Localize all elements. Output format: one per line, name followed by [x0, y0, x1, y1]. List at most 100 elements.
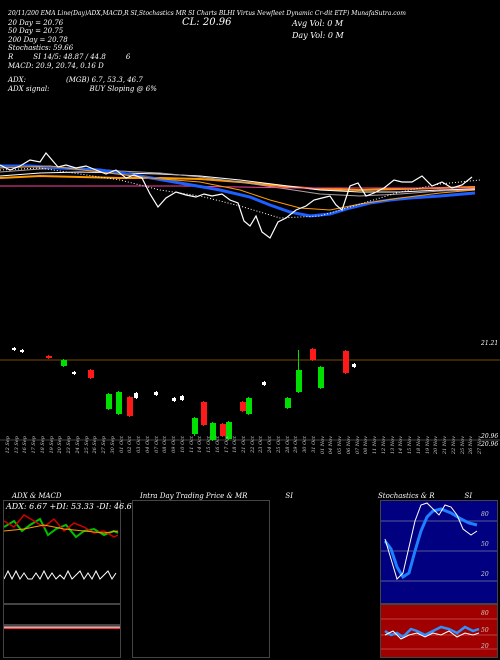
stochastics-title: Stochastics & R SI: [378, 492, 473, 500]
intraday-panel: [132, 500, 270, 658]
price-dotted-line: [0, 167, 481, 219]
stochastics-panel: 80 50 20: [380, 500, 498, 604]
date-label: 17 Oct: [223, 436, 230, 453]
candle-body: [106, 394, 112, 409]
date-label: 16 Oct: [214, 436, 221, 453]
adx-panel: ADX: 6.67 +DI: 53.33 -DI: 46.67: [3, 500, 137, 604]
adx-label: ADX: (MGB) 6.7, 53.3, 46.7: [8, 76, 143, 85]
date-label: 22 Oct: [249, 436, 256, 453]
candle-body: [246, 398, 252, 414]
stochastics-label: Stochastics: 59.66: [8, 44, 74, 53]
date-label: 18 Oct: [232, 436, 239, 453]
indicator-readout: 20/11/200 EMA Line(Day)ADX,MACD,R SI,Sto…: [8, 10, 406, 93]
close-price: CL: 20.96: [182, 17, 232, 28]
date-label: 08 Nov: [363, 436, 370, 455]
date-label: 18 Nov: [415, 436, 422, 455]
date-label: 16 Sep: [22, 436, 29, 454]
date-label: 01 Oct: [118, 436, 125, 453]
price-axis-mid2: 20.96: [481, 441, 499, 448]
date-label: 24 Sep: [74, 436, 81, 454]
intraday-title: Intra Day Trading Price & MR SI: [140, 492, 293, 500]
date-label: 01 Nov: [319, 436, 326, 455]
date-label: 27 Sep: [101, 436, 108, 454]
date-label: 21 Nov: [442, 436, 449, 455]
date-label: 19 Sep: [48, 436, 55, 454]
candle-body: [285, 398, 291, 408]
candle-body: [310, 349, 316, 360]
candle-body: [240, 402, 246, 411]
date-label: 03 Oct: [136, 436, 143, 453]
date-label: 15 Oct: [206, 436, 213, 453]
stoch-tick-80: 80: [481, 511, 489, 518]
date-label: 14 Oct: [197, 436, 204, 453]
price-axis-mid1: 20.96: [481, 433, 499, 440]
header-line: 20/11/200 EMA Line(Day)ADX,MACD,R SI,Sto…: [8, 10, 406, 17]
rsi-mfi-line: [384, 630, 480, 640]
date-label: 07 Oct: [153, 436, 160, 453]
avg-volume: Avg Vol: 0 M: [292, 19, 344, 28]
candle-body: [201, 402, 207, 425]
date-label: 28 Oct: [284, 436, 291, 453]
date-label: 20 Nov: [433, 436, 440, 455]
macd-histogram-line: [4, 569, 117, 581]
candle-body: [20, 350, 24, 352]
date-label: 29 Oct: [293, 436, 300, 453]
date-label: 27 Nov: [477, 436, 483, 455]
date-label: 04 Oct: [144, 436, 151, 453]
candle-body: [12, 348, 16, 350]
date-label: 19 Nov: [424, 436, 431, 455]
adx-macd-title: ADX & MACD: [12, 492, 62, 500]
candle-body: [352, 364, 356, 367]
date-label: 25 Oct: [275, 436, 282, 453]
candle-body: [116, 392, 122, 414]
candle-body: [226, 422, 232, 439]
date-label: 12 Nov: [380, 436, 387, 455]
stoch-tick-20: 20: [481, 571, 489, 578]
date-label: 26 Nov: [468, 436, 475, 455]
ema-20-line: [0, 164, 476, 218]
date-label: 24 Oct: [267, 436, 274, 453]
candle-body: [154, 392, 158, 395]
date-label: 08 Oct: [162, 436, 169, 453]
date-label: 13 Sep: [13, 436, 20, 454]
date-label: 13 Nov: [389, 436, 396, 455]
date-label: 05 Nov: [337, 436, 344, 455]
date-label: 31 Oct: [310, 436, 317, 453]
rsi-line: [384, 625, 480, 639]
date-label: 10 Oct: [179, 436, 186, 453]
adx-signal-label: ADX signal: BUY Sloping @ 6%: [8, 84, 157, 93]
ema200-label: 200 Day = 20.78: [8, 35, 68, 44]
candle-body: [343, 351, 349, 373]
date-label: 30 Sep: [109, 436, 116, 454]
rsi-tick-20: 20: [481, 643, 489, 650]
candle-body: [192, 418, 198, 434]
candle-body: [72, 372, 76, 374]
candle-body: [262, 382, 266, 385]
date-label: 14 Nov: [398, 436, 405, 455]
date-label: 30 Oct: [302, 436, 309, 453]
ema20-label: 20 Day = 20.76: [8, 18, 64, 27]
candlestick-series: [12, 347, 356, 441]
date-label: 23 Oct: [258, 436, 265, 453]
date-label: 04 Nov: [328, 436, 335, 455]
price-axis-top: 21.21: [481, 340, 499, 347]
ema50-label: 50 Day = 20.75: [8, 27, 64, 36]
candle-body: [318, 367, 324, 388]
date-label: 17 Sep: [31, 436, 38, 454]
stoch-k-line: [384, 502, 478, 580]
date-label: 26 Sep: [92, 436, 99, 454]
adx-readout: ADX: 6.67 +DI: 53.33 -DI: 46.67: [6, 502, 137, 511]
rsi-tick-80: 80: [481, 610, 489, 617]
price-close-line: [0, 152, 473, 239]
date-label: 12 Sep: [5, 436, 11, 454]
date-label: 25 Nov: [459, 436, 466, 455]
rsi-label: R SI 14/5: 48.87 / 44.8 6: [8, 52, 131, 61]
candle-body: [88, 370, 94, 378]
date-label: 09 Oct: [171, 436, 178, 453]
rsi-tick-50: 50: [481, 627, 489, 634]
date-label: 02 Oct: [127, 436, 134, 453]
date-label: 06 Nov: [345, 436, 352, 455]
date-label: 21 Oct: [241, 436, 247, 453]
candle-body: [134, 393, 138, 398]
ema-magenta-line: [0, 185, 475, 189]
